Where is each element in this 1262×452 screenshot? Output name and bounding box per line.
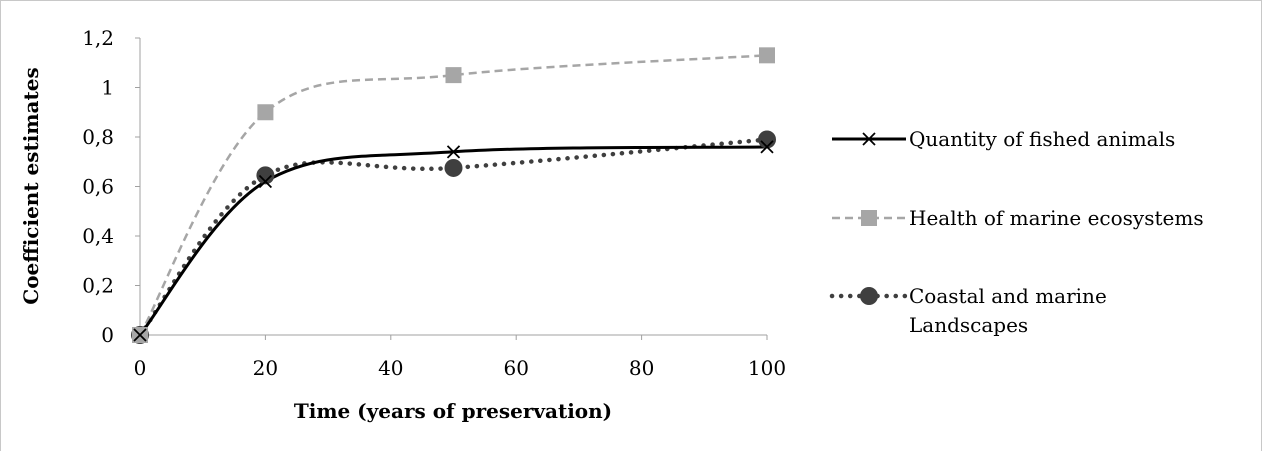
x-tick-label: 0 [134,356,147,380]
x-tick-labels: 0 20 40 60 80 100 [134,335,786,380]
data-point-square-marker [445,67,462,84]
x-marker-stroke [258,174,273,189]
legend-label: Coastal and marine [909,284,1107,308]
data-point-circle-marker [256,166,275,185]
data-point-x-marker [133,328,147,342]
x-marker-stroke [446,145,461,159]
x-marker-stroke [862,132,876,146]
data-point-circle-marker [860,287,878,305]
series-line [138,54,768,336]
data-point-circle-marker [444,158,463,177]
legend-label: Landscapes [909,313,1028,337]
series-line [138,145,768,336]
legend-label: Health of marine ecosystems [909,206,1204,230]
data-point-square-marker [257,104,274,121]
data-point-circle-marker [758,130,776,149]
x-tick-label: 80 [629,356,654,380]
y-tick-label: 0,8 [82,125,114,149]
plot-area [131,47,776,344]
y-tick-label: 0,6 [82,175,114,199]
legend-label: Quantity of fished animals [909,127,1175,151]
data-point-square-marker [861,210,877,226]
y-tick-label: 0,4 [82,224,114,248]
y-tick-label: 0,2 [82,274,114,298]
y-tick-label: 1,2 [82,26,114,50]
x-marker-stroke [133,328,147,342]
series-line [137,137,770,338]
data-point-square-marker [759,47,775,64]
y-tick-labels: 0 0,2 0,4 0,6 0,8 1 1,2 [82,26,140,347]
y-tick-label: 0 [101,323,114,347]
x-tick-label: 100 [748,356,786,380]
x-tick-label: 60 [503,356,528,380]
data-point-x-marker [862,132,876,146]
data-point-x-marker [446,145,461,159]
data-point-x-marker [760,140,774,154]
x-tick-label: 20 [253,356,278,380]
y-axis-title: Coefficient estimates [19,67,43,304]
x-tick-label: 40 [378,356,403,380]
y-tick-label: 1 [101,76,114,100]
legend: Quantity of fished animals Health of mari… [829,127,1204,337]
data-point-x-marker [258,174,273,189]
x-axis-title: Time (years of preservation) [294,399,612,423]
x-marker-stroke [760,140,774,154]
